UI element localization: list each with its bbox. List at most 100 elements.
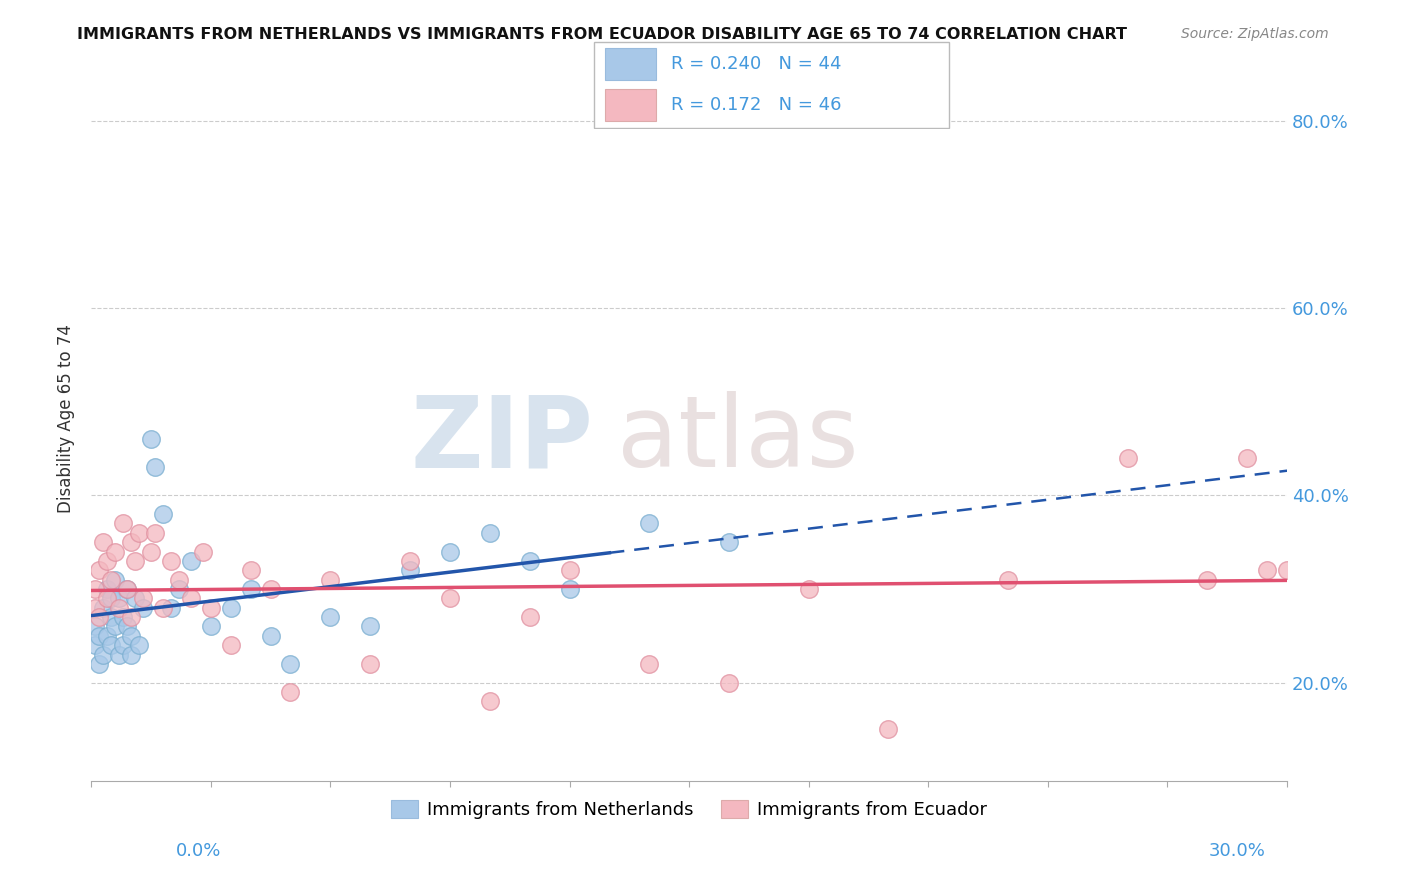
Point	[100, 638, 122, 652]
Point	[100, 591, 122, 606]
Point	[96, 582, 118, 596]
Point	[1236, 450, 1258, 465]
Point	[439, 544, 461, 558]
Text: atlas: atlas	[617, 392, 859, 488]
Point	[638, 516, 661, 531]
Point	[877, 723, 900, 737]
Text: Source: ZipAtlas.com: Source: ZipAtlas.com	[1181, 27, 1329, 41]
Point	[128, 525, 150, 540]
Point	[84, 619, 107, 633]
Point	[115, 582, 138, 596]
Point	[359, 619, 381, 633]
Point	[96, 629, 118, 643]
Point	[160, 600, 183, 615]
Point	[519, 610, 541, 624]
Text: R = 0.240   N = 44: R = 0.240 N = 44	[671, 55, 841, 73]
FancyBboxPatch shape	[605, 89, 657, 121]
Point	[108, 600, 131, 615]
Point	[167, 573, 190, 587]
Point	[104, 573, 127, 587]
Point	[89, 610, 111, 624]
Point	[399, 554, 422, 568]
Point	[1256, 563, 1278, 577]
Point	[84, 638, 107, 652]
Point	[120, 648, 142, 662]
Point	[280, 685, 302, 699]
Point	[1275, 563, 1298, 577]
Point	[91, 600, 114, 615]
Point	[108, 591, 131, 606]
Point	[259, 582, 281, 596]
Point	[399, 563, 422, 577]
Point	[239, 582, 262, 596]
Point	[239, 563, 262, 577]
Point	[120, 629, 142, 643]
Point	[91, 648, 114, 662]
Point	[280, 657, 302, 671]
Point	[997, 573, 1019, 587]
Point	[108, 648, 131, 662]
Text: R = 0.172   N = 46: R = 0.172 N = 46	[671, 96, 841, 114]
Point	[91, 535, 114, 549]
Point	[89, 657, 111, 671]
Y-axis label: Disability Age 65 to 74: Disability Age 65 to 74	[58, 324, 75, 513]
Point	[120, 535, 142, 549]
Point	[143, 460, 166, 475]
Point	[519, 554, 541, 568]
Point	[143, 525, 166, 540]
Point	[96, 554, 118, 568]
Point	[84, 582, 107, 596]
Point	[1197, 573, 1219, 587]
Point	[152, 507, 174, 521]
Point	[219, 600, 242, 615]
Text: ZIP: ZIP	[411, 392, 593, 488]
Point	[104, 619, 127, 633]
Point	[89, 563, 111, 577]
Point	[359, 657, 381, 671]
Point	[1116, 450, 1139, 465]
Point	[96, 591, 118, 606]
Point	[180, 554, 202, 568]
Point	[439, 591, 461, 606]
Point	[84, 600, 107, 615]
Point	[100, 610, 122, 624]
Point	[124, 591, 146, 606]
Point	[139, 432, 162, 446]
Point	[115, 619, 138, 633]
Point	[160, 554, 183, 568]
Point	[219, 638, 242, 652]
Point	[100, 573, 122, 587]
Point	[180, 591, 202, 606]
Point	[139, 544, 162, 558]
Point	[124, 554, 146, 568]
Point	[132, 600, 155, 615]
Point	[797, 582, 820, 596]
Point	[112, 516, 135, 531]
Point	[191, 544, 214, 558]
Point	[319, 573, 342, 587]
Text: 0.0%: 0.0%	[176, 842, 221, 860]
Point	[104, 544, 127, 558]
Point	[128, 638, 150, 652]
Point	[152, 600, 174, 615]
Point	[115, 582, 138, 596]
Point	[167, 582, 190, 596]
Point	[200, 600, 222, 615]
Point	[638, 657, 661, 671]
Text: IMMIGRANTS FROM NETHERLANDS VS IMMIGRANTS FROM ECUADOR DISABILITY AGE 65 TO 74 C: IMMIGRANTS FROM NETHERLANDS VS IMMIGRANT…	[77, 27, 1128, 42]
Point	[717, 535, 740, 549]
Point	[200, 619, 222, 633]
Legend: Immigrants from Netherlands, Immigrants from Ecuador: Immigrants from Netherlands, Immigrants …	[384, 793, 994, 826]
Point	[132, 591, 155, 606]
FancyBboxPatch shape	[595, 42, 949, 128]
Text: 30.0%: 30.0%	[1209, 842, 1265, 860]
Point	[478, 525, 501, 540]
Point	[112, 610, 135, 624]
Point	[717, 675, 740, 690]
Point	[112, 638, 135, 652]
Point	[89, 629, 111, 643]
Point	[558, 582, 581, 596]
FancyBboxPatch shape	[605, 48, 657, 80]
Point	[319, 610, 342, 624]
Point	[478, 694, 501, 708]
